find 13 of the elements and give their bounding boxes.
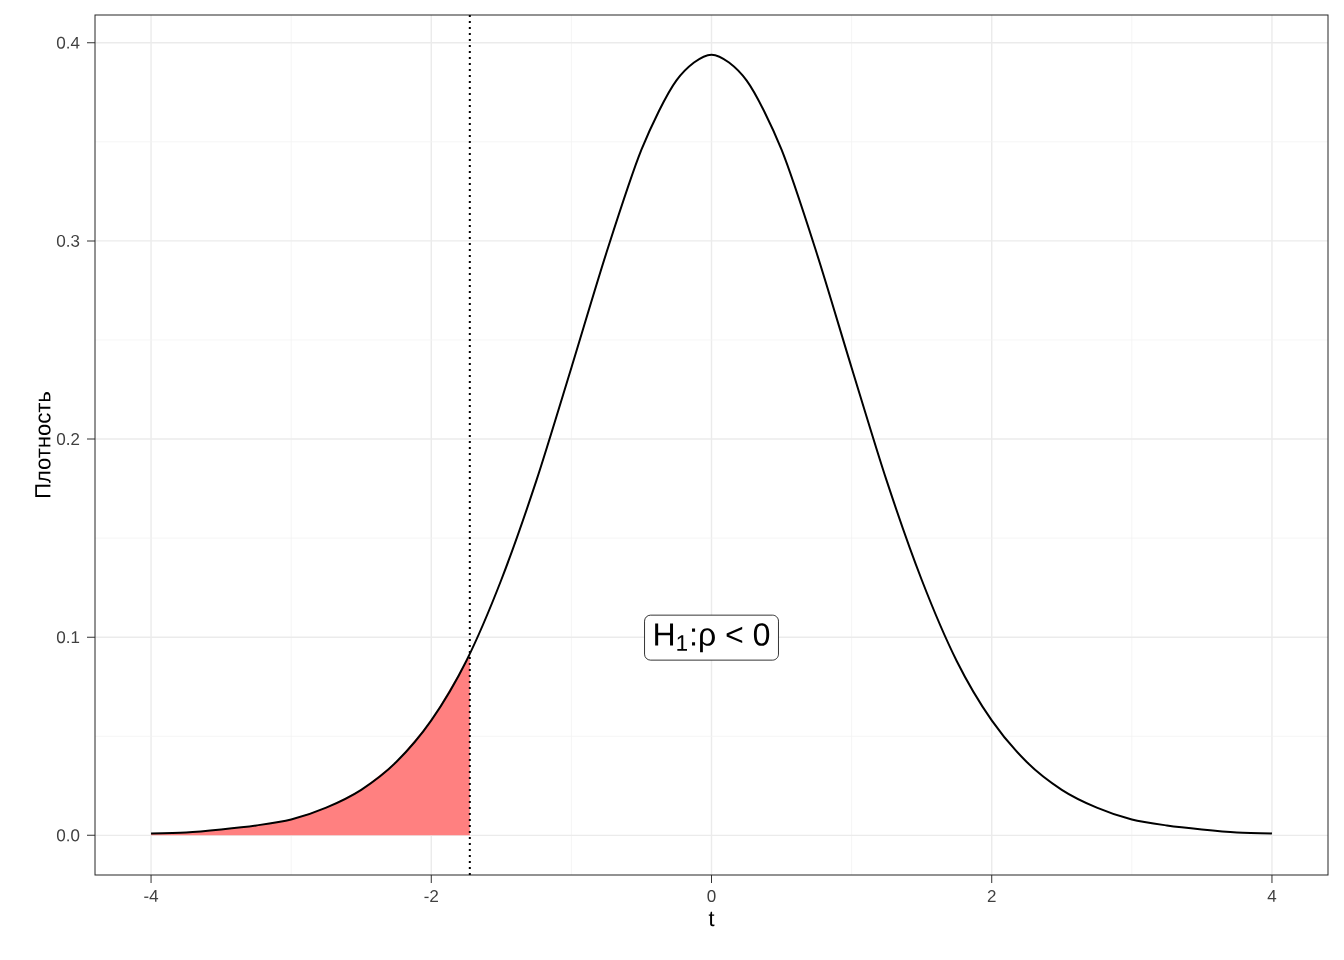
x-tick-label: 2 — [987, 890, 996, 902]
y-tick-label: 0.3 — [56, 234, 80, 247]
y-tick-label: 0.4 — [56, 36, 80, 49]
y-tick-label: 0.0 — [56, 829, 80, 842]
y-axis-title: Плотность — [35, 392, 51, 498]
x-tick-label: -4 — [144, 890, 159, 902]
y-tick-label: 0.1 — [56, 631, 80, 644]
x-tick-label: 0 — [707, 890, 716, 903]
y-tick-label: 0.2 — [56, 433, 80, 446]
x-tick-label: -2 — [424, 890, 438, 902]
annotation: H$_{1}$:ρ < 0 — [655, 623, 770, 653]
x-axis-title: t — [708, 911, 715, 927]
x-tick-label: 4 — [1267, 890, 1277, 902]
